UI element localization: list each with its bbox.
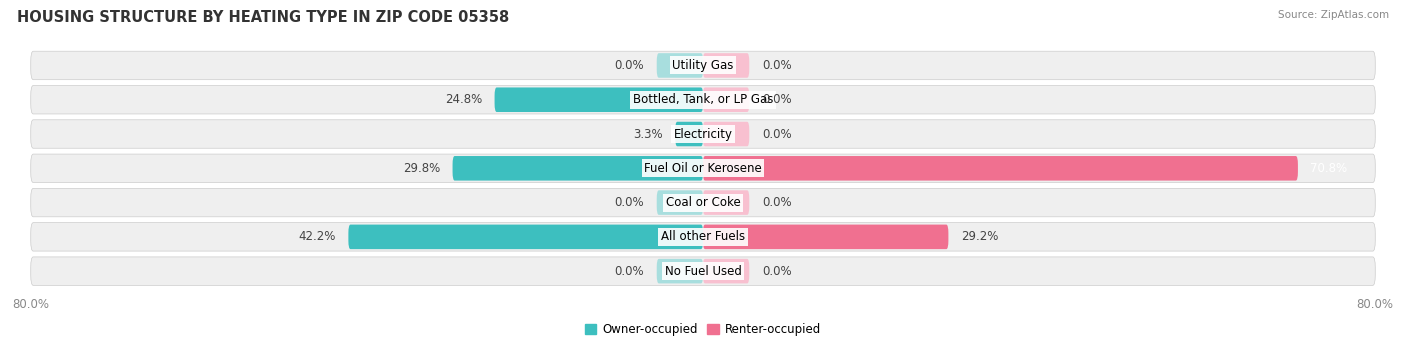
FancyBboxPatch shape: [31, 257, 1375, 285]
FancyBboxPatch shape: [703, 87, 749, 112]
Text: Electricity: Electricity: [673, 128, 733, 140]
Text: Coal or Coke: Coal or Coke: [665, 196, 741, 209]
Text: Source: ZipAtlas.com: Source: ZipAtlas.com: [1278, 10, 1389, 20]
FancyBboxPatch shape: [31, 154, 1375, 183]
Text: All other Fuels: All other Fuels: [661, 231, 745, 243]
Text: 42.2%: 42.2%: [298, 231, 336, 243]
Text: 0.0%: 0.0%: [614, 196, 644, 209]
Text: 0.0%: 0.0%: [614, 59, 644, 72]
Text: 0.0%: 0.0%: [762, 93, 792, 106]
FancyBboxPatch shape: [657, 259, 703, 284]
FancyBboxPatch shape: [31, 51, 1375, 80]
Text: Utility Gas: Utility Gas: [672, 59, 734, 72]
Text: 0.0%: 0.0%: [762, 128, 792, 140]
FancyBboxPatch shape: [31, 85, 1375, 114]
FancyBboxPatch shape: [453, 156, 703, 181]
FancyBboxPatch shape: [675, 122, 703, 146]
FancyBboxPatch shape: [703, 156, 1298, 181]
FancyBboxPatch shape: [657, 53, 703, 78]
FancyBboxPatch shape: [31, 188, 1375, 217]
FancyBboxPatch shape: [703, 190, 749, 215]
Text: Bottled, Tank, or LP Gas: Bottled, Tank, or LP Gas: [633, 93, 773, 106]
FancyBboxPatch shape: [349, 225, 703, 249]
Text: 0.0%: 0.0%: [762, 265, 792, 278]
FancyBboxPatch shape: [657, 190, 703, 215]
FancyBboxPatch shape: [703, 259, 749, 284]
FancyBboxPatch shape: [31, 120, 1375, 148]
Text: 0.0%: 0.0%: [762, 59, 792, 72]
Text: 24.8%: 24.8%: [444, 93, 482, 106]
Text: 0.0%: 0.0%: [762, 196, 792, 209]
FancyBboxPatch shape: [703, 122, 749, 146]
Text: No Fuel Used: No Fuel Used: [665, 265, 741, 278]
FancyBboxPatch shape: [495, 87, 703, 112]
Text: 70.8%: 70.8%: [1310, 162, 1347, 175]
FancyBboxPatch shape: [31, 223, 1375, 251]
Text: 29.2%: 29.2%: [960, 231, 998, 243]
FancyBboxPatch shape: [703, 53, 749, 78]
Text: Fuel Oil or Kerosene: Fuel Oil or Kerosene: [644, 162, 762, 175]
Text: HOUSING STRUCTURE BY HEATING TYPE IN ZIP CODE 05358: HOUSING STRUCTURE BY HEATING TYPE IN ZIP…: [17, 10, 509, 25]
Legend: Owner-occupied, Renter-occupied: Owner-occupied, Renter-occupied: [579, 319, 827, 340]
Text: 0.0%: 0.0%: [614, 265, 644, 278]
Text: 29.8%: 29.8%: [402, 162, 440, 175]
FancyBboxPatch shape: [703, 225, 949, 249]
Text: 3.3%: 3.3%: [633, 128, 662, 140]
